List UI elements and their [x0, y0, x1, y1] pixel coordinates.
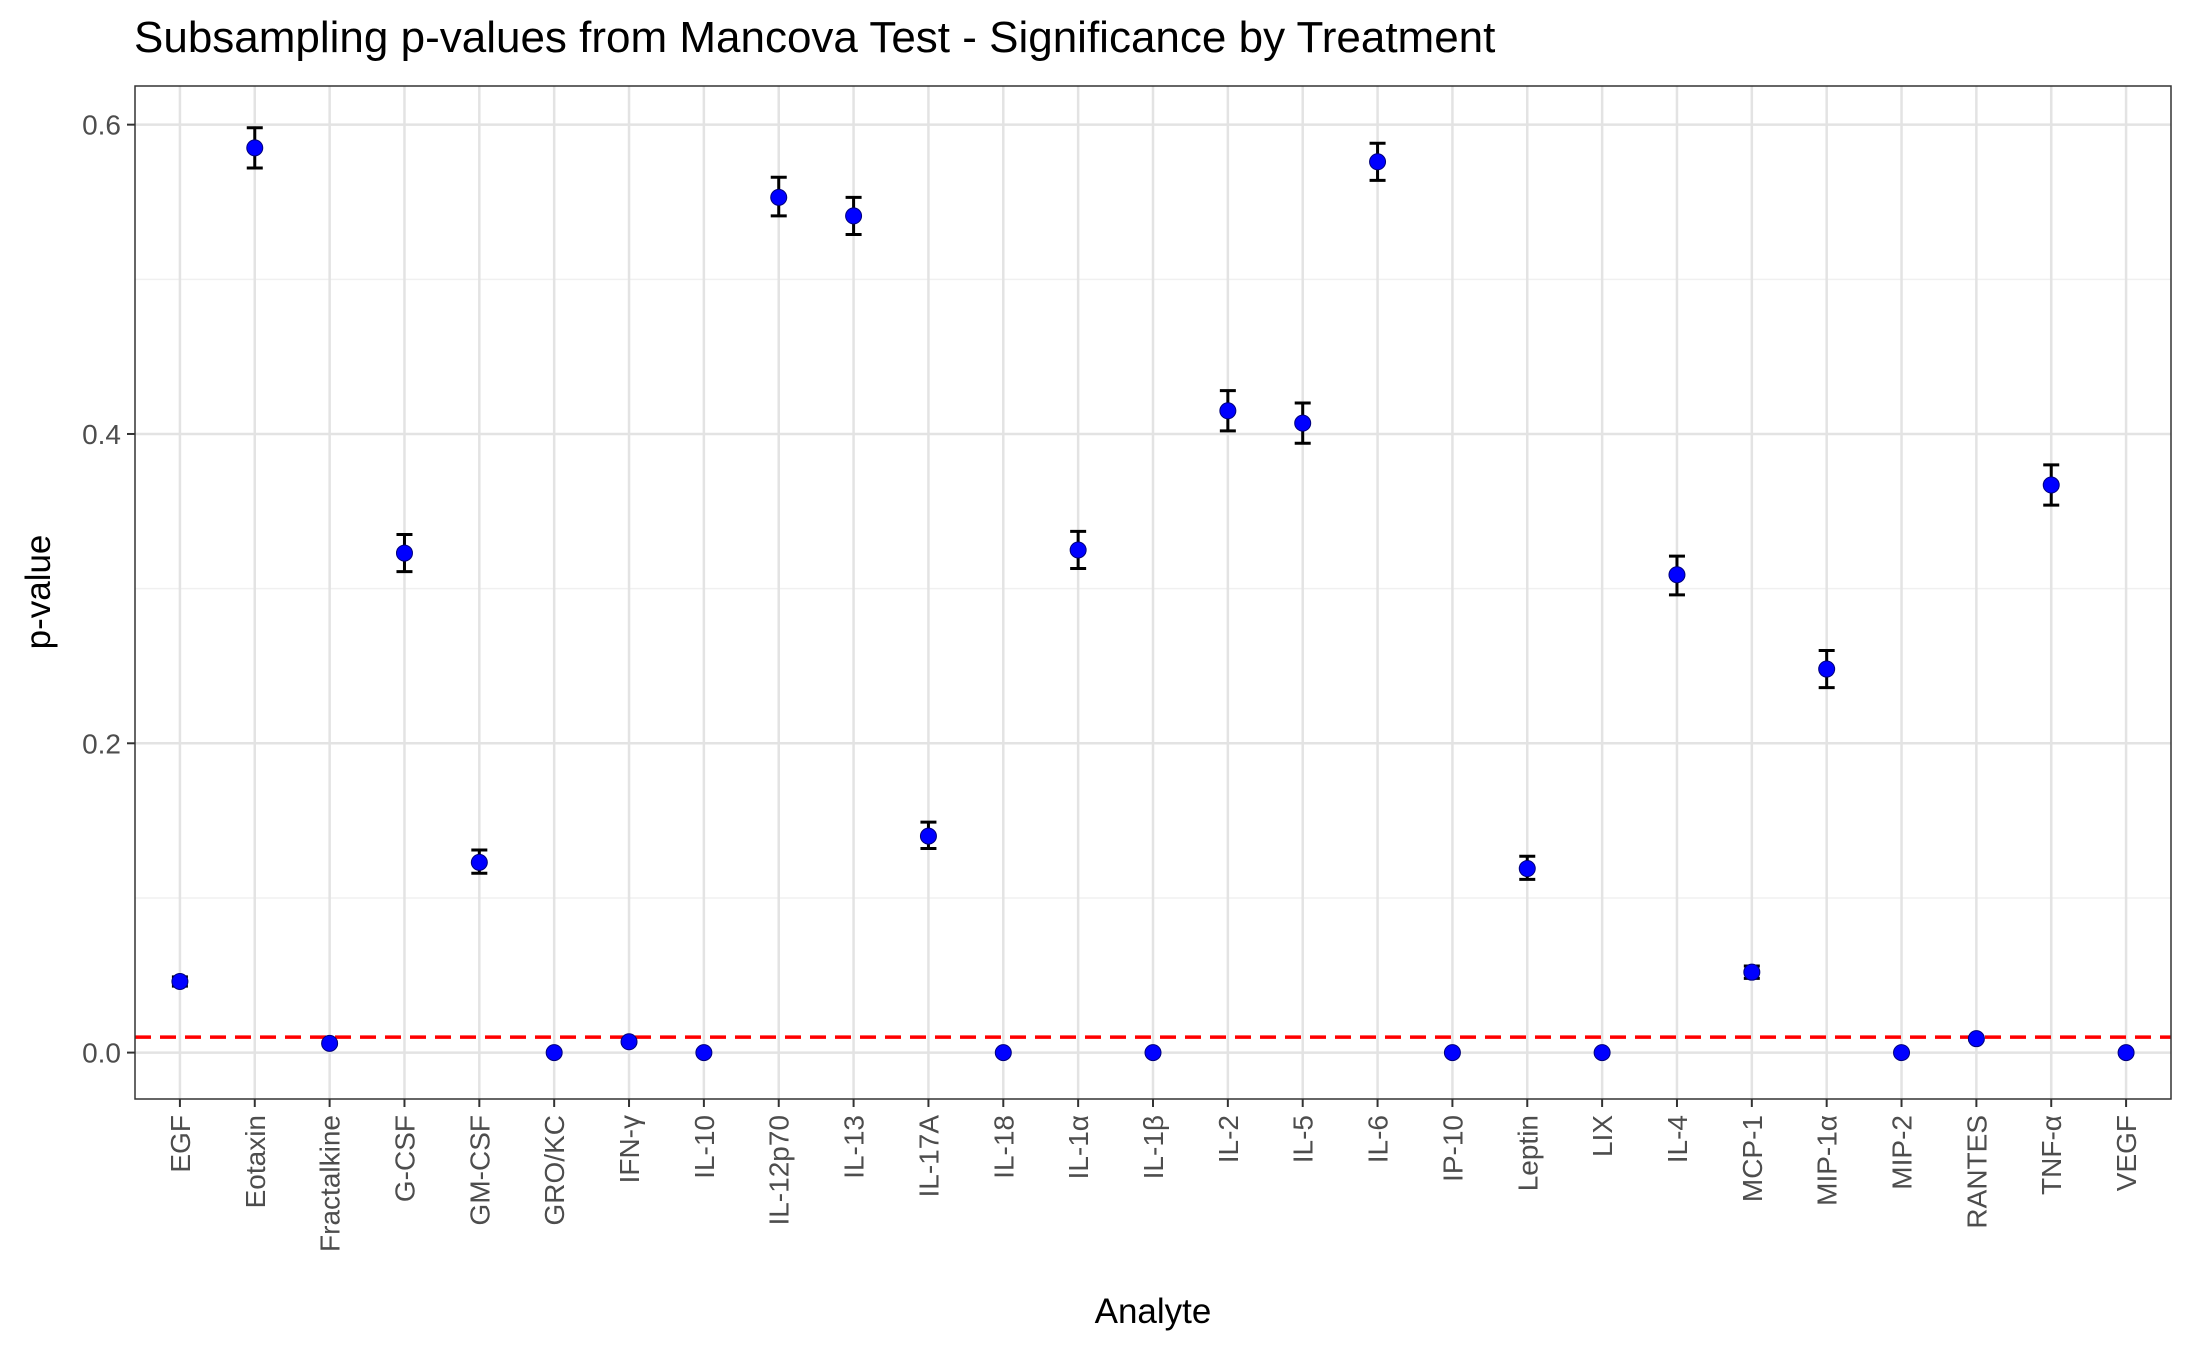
data-point [1818, 660, 1836, 678]
y-tick-label: 0.4 [82, 419, 121, 450]
data-point [1967, 1030, 1985, 1048]
x-tick-label: GRO/KC [539, 1115, 570, 1225]
x-tick-label: MIP-2 [1887, 1115, 1918, 1190]
data-point-group [1818, 648, 1836, 690]
data-point [1743, 963, 1761, 981]
data-point [919, 827, 937, 845]
data-point [695, 1044, 713, 1062]
x-tick-label: TNF-α [2036, 1115, 2067, 1195]
data-point [620, 1033, 638, 1051]
x-tick-label: EGF [165, 1115, 196, 1173]
data-point-group [1668, 554, 1686, 597]
data-point-group [2042, 463, 2060, 507]
x-tick-label: IL-1α [1063, 1115, 1094, 1179]
x-tick-label: G-CSF [389, 1115, 420, 1202]
x-tick-label: Fractalkine [315, 1115, 346, 1252]
x-tick-label: IL-10 [689, 1115, 720, 1179]
x-tick-label: VEGF [2111, 1115, 2142, 1191]
data-point-group [246, 126, 264, 170]
data-point-group [919, 820, 937, 850]
data-point [1294, 414, 1312, 432]
y-axis-title: p-value [19, 535, 58, 650]
data-point-group [321, 1034, 339, 1052]
data-point [2042, 476, 2060, 494]
data-point-group [1743, 963, 1761, 981]
data-point [1668, 566, 1686, 584]
x-tick-label: IP-10 [1437, 1115, 1468, 1182]
data-point-group [1144, 1044, 1162, 1062]
x-axis: EGF Eotaxin Fractalkine G-CSF GM-CSF GRO/KC IF… [165, 1099, 2142, 1252]
data-point [1518, 860, 1536, 878]
data-point-group [1593, 1044, 1611, 1062]
data-point [1144, 1044, 1162, 1062]
data-point-group [1443, 1044, 1461, 1062]
x-tick-label: IL-5 [1288, 1115, 1319, 1163]
x-axis-title: Analyte [1095, 1292, 1212, 1331]
data-point [246, 139, 264, 157]
x-tick-label: Eotaxin [240, 1115, 271, 1208]
data-point-group [1294, 401, 1312, 445]
x-tick-label: MIP-1α [1812, 1115, 1843, 1206]
x-tick-label: IL-13 [839, 1115, 870, 1179]
data-point [994, 1044, 1012, 1062]
y-axis: 0.0 0.2 0.4 0.6 [82, 110, 135, 1069]
data-point-group [545, 1044, 563, 1062]
data-point-group [2117, 1044, 2135, 1062]
data-point-group [470, 848, 488, 875]
data-point [171, 972, 189, 990]
data-point [1593, 1044, 1611, 1062]
x-tick-label: MCP-1 [1737, 1115, 1768, 1202]
data-point-group [1967, 1030, 1985, 1048]
x-tick-label: IL-12p70 [764, 1115, 795, 1226]
data-point-group [1518, 854, 1536, 881]
x-tick-label: Leptin [1512, 1115, 1543, 1191]
grid [135, 86, 2171, 1099]
data-point-group [1069, 529, 1087, 571]
x-tick-label: IL-6 [1363, 1115, 1394, 1163]
data-point-group [1893, 1044, 1911, 1062]
data-point [395, 544, 413, 562]
data-point-group [171, 972, 189, 990]
data-point [1369, 153, 1387, 171]
x-tick-label: IFN-γ [614, 1115, 645, 1183]
data-point [1069, 541, 1087, 559]
y-tick-label: 0.6 [82, 110, 121, 141]
x-tick-label: IL-1β [1138, 1115, 1169, 1179]
x-tick-label: IL-2 [1213, 1115, 1244, 1163]
data-point-group [695, 1044, 713, 1062]
data-marks [171, 126, 2135, 1062]
data-point [845, 207, 863, 225]
data-point-group [770, 175, 788, 218]
data-point-group [1219, 389, 1237, 433]
data-point [1219, 402, 1237, 420]
data-point-group [620, 1033, 638, 1051]
data-point-group [1369, 141, 1387, 182]
data-point [770, 188, 788, 206]
data-point [321, 1034, 339, 1052]
x-tick-label: LIX [1587, 1115, 1618, 1157]
data-point [1893, 1044, 1911, 1062]
data-point [470, 853, 488, 871]
data-point-group [845, 195, 863, 236]
data-point-group [994, 1044, 1012, 1062]
x-tick-label: RANTES [1961, 1115, 1992, 1229]
x-tick-label: IL-17A [913, 1115, 944, 1198]
x-tick-label: IL-18 [988, 1115, 1019, 1179]
y-tick-label: 0.2 [82, 728, 121, 759]
data-point-group [395, 533, 413, 574]
x-tick-label: GM-CSF [464, 1115, 495, 1225]
data-point [1443, 1044, 1461, 1062]
x-tick-label: IL-4 [1662, 1115, 1693, 1163]
chart-title: Subsampling p-values from Mancova Test -… [134, 13, 1495, 62]
data-point [545, 1044, 563, 1062]
y-tick-label: 0.0 [82, 1038, 121, 1069]
data-point [2117, 1044, 2135, 1062]
